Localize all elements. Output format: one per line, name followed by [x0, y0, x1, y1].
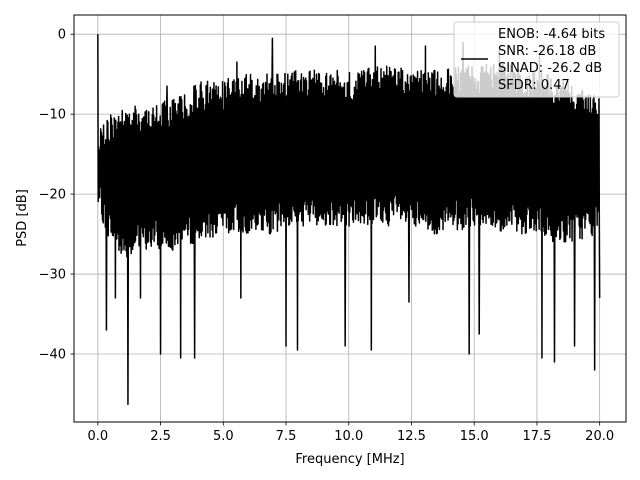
x-tick-label: 15.0	[460, 429, 489, 444]
y-tick-label: −20	[39, 188, 66, 203]
x-axis-title: Frequency [MHz]	[295, 452, 404, 467]
x-tick-label: 10.0	[334, 429, 363, 444]
x-tick-label: 0.0	[87, 429, 108, 444]
y-axis-title: PSD [dB]	[15, 189, 30, 247]
x-tick-label: 12.5	[397, 429, 426, 444]
x-tick-label: 17.5	[522, 429, 551, 444]
legend-enob-text: ENOB: -4.64 bits	[498, 27, 605, 42]
legend-snr-text: SNR: -26.18 dB	[498, 44, 596, 59]
x-tick-label: 7.5	[276, 429, 297, 444]
psd-series-line	[97, 34, 601, 406]
y-tick-label: −10	[39, 108, 66, 123]
y-axis: 0 −10 −20 −30 −40	[39, 28, 74, 363]
x-axis: 0.0 2.5 5.0 7.5 10.0 12.5 15.0 17.5 20.0	[87, 422, 614, 444]
x-tick-label: 5.0	[213, 429, 234, 444]
legend-sinad-text: SINAD: -26.2 dB	[498, 61, 602, 76]
series-layer	[97, 34, 601, 406]
axes-frame	[73, 14, 627, 423]
y-tick-label: −30	[39, 268, 66, 283]
legend-sfdr-text: SFDR: 0.47	[498, 78, 570, 93]
legend: ENOB: -4.64 bits SNR: -26.18 dB SINAD: -…	[453, 21, 620, 98]
x-tick-label: 2.5	[150, 429, 171, 444]
x-tick-label: 20.0	[585, 429, 614, 444]
legend-box	[453, 21, 620, 98]
y-tick-label: 0	[58, 28, 66, 43]
y-tick-label: −40	[39, 348, 66, 363]
